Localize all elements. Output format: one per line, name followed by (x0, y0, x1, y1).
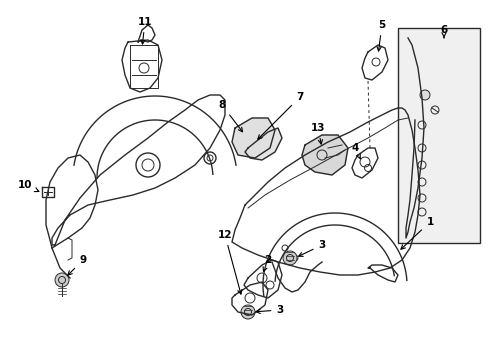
Text: 8: 8 (218, 100, 242, 132)
Text: 3: 3 (256, 305, 283, 315)
Polygon shape (302, 135, 347, 175)
Text: 7: 7 (257, 92, 303, 139)
Bar (397, 28, 479, 243)
Text: 13: 13 (310, 123, 325, 144)
Polygon shape (244, 128, 282, 160)
Circle shape (55, 273, 69, 287)
Text: 1: 1 (400, 217, 433, 249)
Text: 5: 5 (376, 20, 385, 51)
Circle shape (283, 251, 296, 265)
Text: 4: 4 (350, 143, 360, 159)
Polygon shape (231, 118, 274, 158)
Text: 3: 3 (298, 240, 325, 256)
Circle shape (419, 90, 429, 100)
Text: 12: 12 (217, 230, 242, 294)
Text: 6: 6 (440, 25, 447, 38)
Text: 2: 2 (263, 255, 271, 271)
Text: 9: 9 (68, 255, 86, 275)
Text: 10: 10 (18, 180, 39, 192)
Text: 11: 11 (138, 17, 152, 44)
Circle shape (241, 305, 254, 319)
